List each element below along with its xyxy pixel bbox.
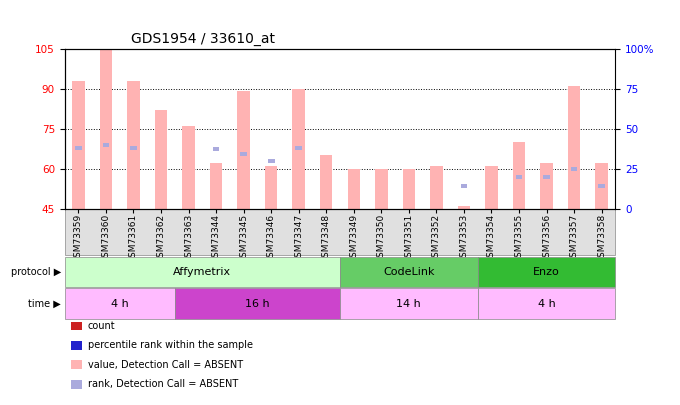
Bar (430, 166, 443, 209)
Text: GDS1954 / 33610_at: GDS1954 / 33610_at (131, 32, 275, 46)
Bar (75, 146, 82, 150)
Bar (460, 184, 467, 188)
Bar (292, 89, 305, 209)
Bar (103, 143, 109, 147)
Bar (155, 110, 167, 209)
Bar (72, 81, 84, 209)
Text: rank, Detection Call = ABSENT: rank, Detection Call = ABSENT (88, 379, 238, 389)
Bar (486, 166, 498, 209)
Text: 4 h: 4 h (111, 298, 129, 309)
Bar (403, 168, 415, 209)
Bar (127, 81, 139, 209)
Bar (130, 146, 137, 150)
Bar (210, 163, 222, 209)
Bar (295, 146, 302, 150)
Text: Affymetrix: Affymetrix (173, 267, 231, 277)
Bar (375, 168, 388, 209)
Bar (515, 175, 522, 179)
Bar (596, 163, 608, 209)
Text: 4 h: 4 h (538, 298, 556, 309)
Bar (240, 152, 247, 156)
Bar (513, 142, 525, 209)
Text: count: count (88, 321, 116, 331)
Bar (237, 91, 250, 209)
Bar (213, 147, 220, 151)
Text: 14 h: 14 h (396, 298, 421, 309)
Bar (571, 166, 577, 171)
Text: Enzo: Enzo (533, 267, 560, 277)
Bar (347, 168, 360, 209)
Text: CodeLink: CodeLink (383, 267, 435, 277)
Bar (265, 166, 277, 209)
Bar (100, 49, 112, 209)
Bar (458, 206, 470, 209)
Bar (541, 163, 553, 209)
Text: value, Detection Call = ABSENT: value, Detection Call = ABSENT (88, 360, 243, 370)
Bar (543, 175, 550, 179)
Bar (268, 159, 275, 162)
Bar (598, 184, 605, 188)
Text: 16 h: 16 h (245, 298, 270, 309)
Bar (182, 126, 194, 209)
Bar (320, 155, 333, 209)
Text: time ▶: time ▶ (29, 298, 61, 309)
Text: protocol ▶: protocol ▶ (11, 267, 61, 277)
Bar (568, 86, 580, 209)
Text: percentile rank within the sample: percentile rank within the sample (88, 341, 253, 350)
